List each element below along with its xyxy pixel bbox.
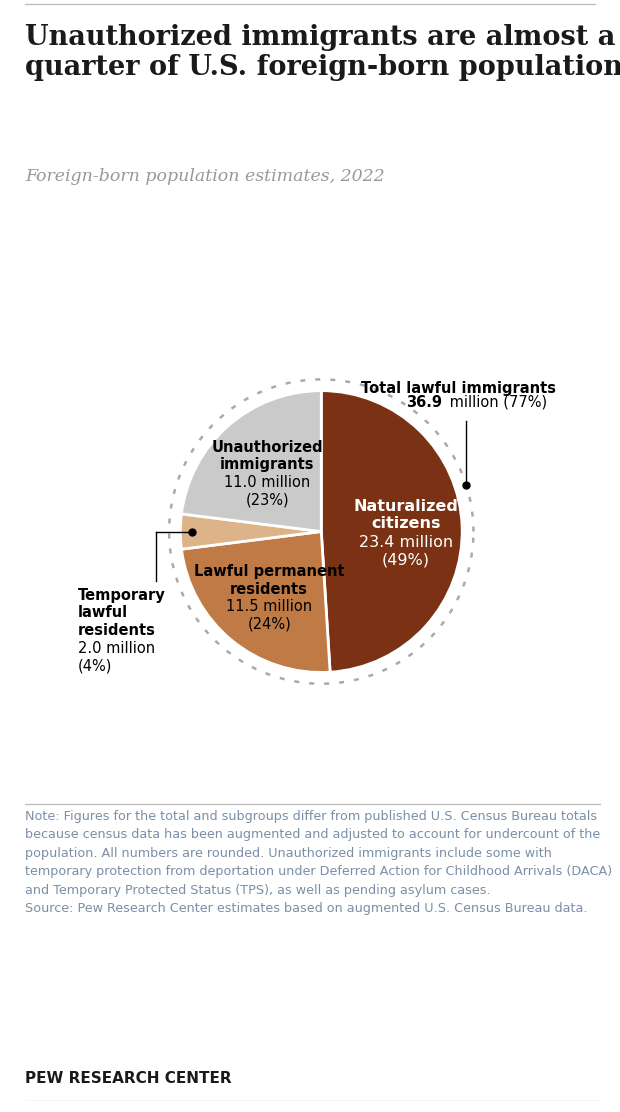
Text: 11.0 million
(23%): 11.0 million (23%)	[224, 475, 311, 507]
Text: Naturalized
citizens: Naturalized citizens	[353, 498, 458, 532]
Text: Foreign-born population estimates, 2022: Foreign-born population estimates, 2022	[25, 168, 384, 185]
Text: Lawful permanent
residents: Lawful permanent residents	[194, 564, 345, 597]
Text: 23.4 million
(49%): 23.4 million (49%)	[359, 535, 453, 567]
Text: 2.0 million
(4%): 2.0 million (4%)	[78, 642, 154, 674]
Wedge shape	[321, 390, 462, 672]
Wedge shape	[182, 532, 330, 673]
Wedge shape	[182, 390, 321, 532]
Text: PEW RESEARCH CENTER: PEW RESEARCH CENTER	[25, 1071, 231, 1085]
Text: Unauthorized immigrants are almost a
quarter of U.S. foreign-born population: Unauthorized immigrants are almost a qua…	[25, 24, 620, 81]
Text: Note: Figures for the total and subgroups differ from published U.S. Census Bure: Note: Figures for the total and subgroup…	[25, 810, 612, 915]
Wedge shape	[180, 514, 321, 549]
Text: 36.9: 36.9	[406, 395, 442, 410]
Text: million (77%): million (77%)	[445, 395, 547, 410]
Text: Temporary
lawful
residents: Temporary lawful residents	[78, 588, 166, 655]
Text: Total lawful immigrants: Total lawful immigrants	[361, 380, 557, 396]
Text: Unauthorized
immigrants: Unauthorized immigrants	[211, 440, 323, 473]
Text: 11.5 million
(24%): 11.5 million (24%)	[226, 599, 312, 632]
